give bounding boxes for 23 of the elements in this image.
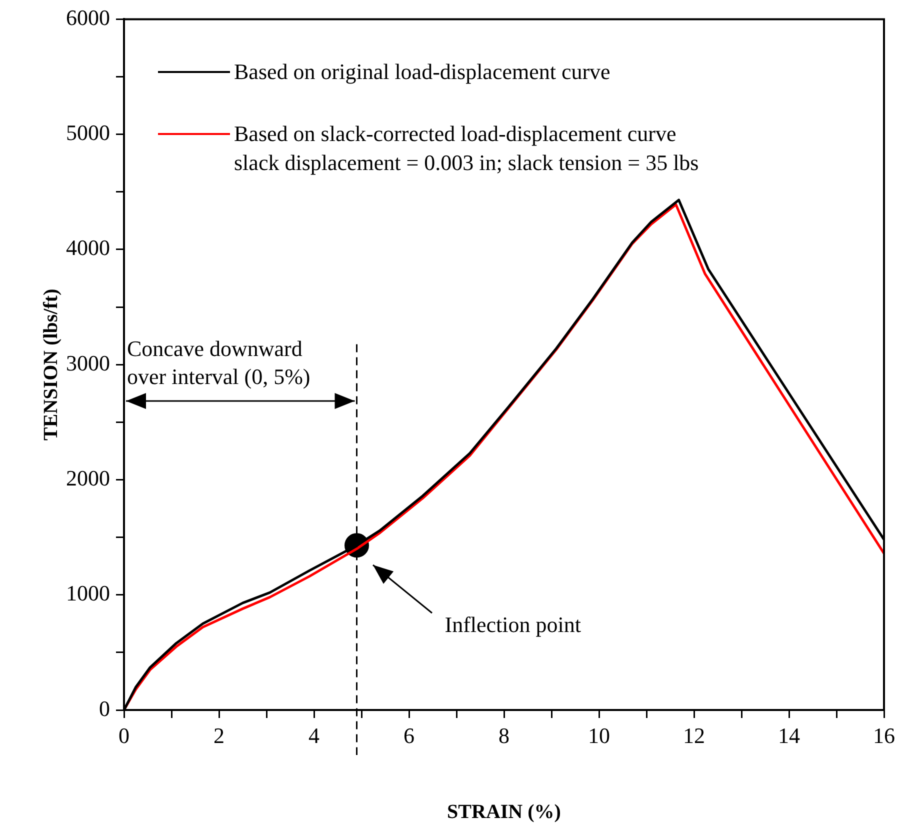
annotation: Concave downward over interval (0, 5%): [127, 335, 312, 392]
x-axis-title: STRAIN (%): [447, 801, 561, 824]
y-tick-label: 3000: [66, 350, 110, 376]
x-tick-label: 4: [308, 722, 320, 748]
x-tick-label: 0: [118, 722, 130, 748]
x-tick-label: 10: [588, 722, 610, 748]
x-tick-label: 2: [214, 722, 224, 748]
x-tick-label: 6: [404, 722, 414, 748]
x-tick-label: 8: [498, 722, 510, 748]
legend-label: Based on slack-corrected load-displacement curve: [234, 121, 676, 148]
annotation: slack displacement = 0.003 in; slack tension = 35 lbs: [234, 149, 699, 178]
x-tick-label: 16: [873, 722, 895, 748]
y-tick-label: 5000: [66, 120, 110, 146]
y-tick-label: 4000: [66, 235, 110, 260]
legend-label: Based on original load-displacement curve: [234, 59, 610, 86]
annotation: Inflection point: [444, 611, 581, 640]
x-tick-label: 12: [683, 722, 705, 748]
y-tick-label: 6000: [66, 4, 110, 30]
y-axis-title: TENSION (lbs/ft): [40, 288, 62, 440]
y-tick-label: 1000: [66, 580, 110, 606]
y-tick-label: 0: [99, 696, 110, 721]
y-tick-label: 2000: [66, 466, 110, 491]
x-tick-label: 14: [778, 722, 800, 748]
